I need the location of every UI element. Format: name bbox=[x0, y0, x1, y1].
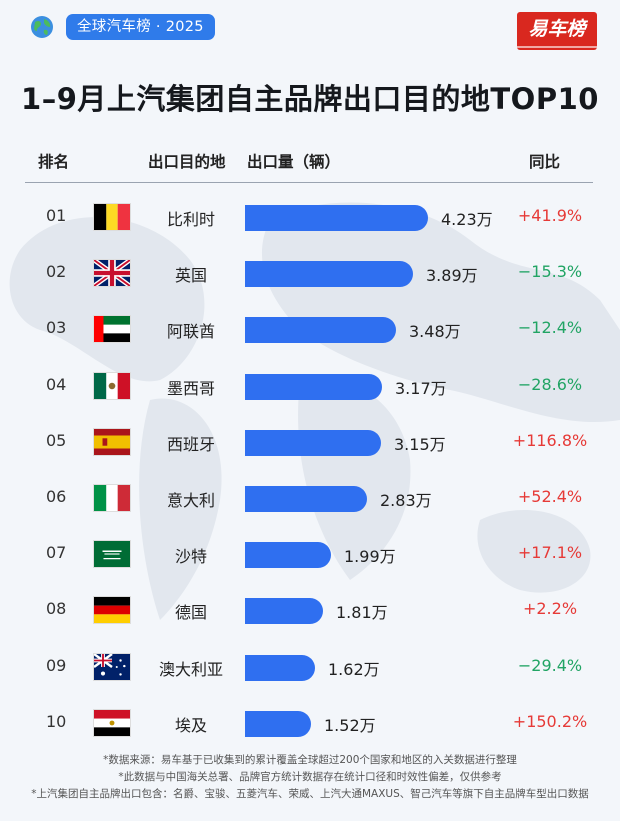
header-yoy: 同比 bbox=[529, 153, 561, 171]
value-label: 2.83万 bbox=[380, 491, 432, 510]
rank-number: 07 bbox=[46, 543, 67, 562]
rank-number: 05 bbox=[46, 431, 67, 450]
italy-flag-icon bbox=[93, 484, 131, 512]
value-label: 3.89万 bbox=[426, 266, 478, 285]
globe-icon bbox=[31, 16, 53, 38]
export-volume-bar bbox=[245, 374, 382, 400]
table-row: 01 比利时 4.23万 +41.9% bbox=[0, 198, 620, 238]
germany-flag-icon bbox=[93, 596, 131, 624]
egypt-flag-icon bbox=[93, 709, 131, 737]
export-volume-bar bbox=[245, 261, 413, 287]
country-name: 英国 bbox=[174, 266, 207, 285]
footnote-brands: *上汽集团自主品牌出口包含：名爵、宝骏、五菱汽车、荣威、上汽大通MAXUS、智己… bbox=[31, 788, 589, 800]
country-name: 澳大利亚 bbox=[158, 660, 223, 679]
rank-number: 06 bbox=[46, 487, 67, 506]
yoy-change: +52.4% bbox=[517, 487, 583, 506]
value-label: 1.52万 bbox=[324, 716, 376, 735]
footnote-disclaimer: *此数据与中国海关总署、品牌官方统计数据存在统计口径和时效性偏差，仅供参考 bbox=[118, 771, 502, 783]
logo-underline bbox=[517, 46, 597, 48]
export-volume-bar bbox=[245, 430, 381, 456]
country-name: 意大利 bbox=[166, 491, 215, 510]
header-volume: 出口量（辆） bbox=[247, 153, 341, 171]
value-label: 1.99万 bbox=[344, 547, 396, 566]
export-volume-bar bbox=[245, 542, 331, 568]
country-name: 埃及 bbox=[174, 716, 207, 735]
value-label: 3.17万 bbox=[395, 379, 447, 398]
uae-flag-icon bbox=[93, 315, 131, 343]
rank-number: 10 bbox=[46, 712, 67, 731]
yoy-change: +116.8% bbox=[512, 431, 588, 450]
country-name: 沙特 bbox=[174, 547, 207, 566]
country-name: 德国 bbox=[174, 603, 207, 622]
australia-flag-icon bbox=[93, 653, 131, 681]
table-row: 08 德国 1.81万 +2.2% bbox=[0, 591, 620, 631]
header-rank: 排名 bbox=[38, 153, 70, 171]
brand-logo-text: 易车榜 bbox=[528, 18, 586, 40]
yoy-change: −29.4% bbox=[517, 656, 583, 675]
rank-number: 09 bbox=[46, 656, 67, 675]
yoy-change: −12.4% bbox=[517, 318, 583, 337]
table-row: 07 沙特 1.99万 +17.1% bbox=[0, 535, 620, 575]
rank-number: 01 bbox=[46, 206, 67, 225]
yoy-change: −28.6% bbox=[517, 375, 583, 394]
brand-logo: 易车榜 bbox=[517, 12, 597, 50]
export-volume-bar bbox=[245, 711, 311, 737]
rank-number: 04 bbox=[46, 375, 67, 394]
spain-flag-icon bbox=[93, 428, 131, 456]
rank-number: 08 bbox=[46, 599, 67, 618]
table-row: 09 澳大利亚 1.62万 −29.4% bbox=[0, 648, 620, 688]
footnote-source: *数据来源：易车基于已收集到的累计覆盖全球超过200个国家和地区的入关数据进行整… bbox=[103, 754, 517, 766]
export-volume-bar bbox=[245, 655, 315, 681]
yoy-change: +150.2% bbox=[512, 712, 588, 731]
table-row: 10 埃及 1.52万 +150.2% bbox=[0, 704, 620, 744]
export-volume-bar bbox=[245, 486, 367, 512]
country-name: 比利时 bbox=[166, 210, 215, 229]
header-divider bbox=[25, 182, 593, 183]
yoy-change: +41.9% bbox=[517, 206, 583, 225]
rank-number: 03 bbox=[46, 318, 67, 337]
table-row: 02 英国 3.89万 −15.3% bbox=[0, 254, 620, 294]
table-row: 05 西班牙 3.15万 +116.8% bbox=[0, 423, 620, 463]
rank-number: 02 bbox=[46, 262, 67, 281]
page-title: 1–9月上汽集团自主品牌出口目的地TOP10 bbox=[21, 82, 599, 116]
country-name: 墨西哥 bbox=[166, 379, 215, 398]
export-volume-bar bbox=[245, 205, 428, 231]
uk-flag-icon bbox=[93, 259, 131, 287]
yoy-change: −15.3% bbox=[517, 262, 583, 281]
yoy-change: +17.1% bbox=[517, 543, 583, 562]
table-row: 06 意大利 2.83万 +52.4% bbox=[0, 479, 620, 519]
yoy-change: +2.2% bbox=[522, 599, 578, 618]
value-label: 1.62万 bbox=[328, 660, 380, 679]
footnotes: *数据来源：易车基于已收集到的累计覆盖全球超过200个国家和地区的入关数据进行整… bbox=[0, 752, 620, 803]
table-row: 04 墨西哥 3.17万 −28.6% bbox=[0, 367, 620, 407]
value-label: 4.23万 bbox=[441, 210, 493, 229]
value-label: 3.15万 bbox=[394, 435, 446, 454]
list-badge: 全球汽车榜 · 2025 bbox=[66, 14, 215, 40]
header-destination: 出口目的地 bbox=[148, 153, 226, 171]
header-bar: 全球汽车榜 · 2025 bbox=[30, 12, 215, 42]
country-name: 西班牙 bbox=[166, 435, 215, 454]
belgium-flag-icon bbox=[93, 203, 131, 231]
value-label: 1.81万 bbox=[336, 603, 388, 622]
saudi-flag-icon bbox=[93, 540, 131, 568]
mexico-flag-icon bbox=[93, 372, 131, 400]
value-label: 3.48万 bbox=[409, 322, 461, 341]
export-volume-bar bbox=[245, 317, 396, 343]
country-name: 阿联酋 bbox=[166, 322, 215, 341]
table-row: 03 阿联酋 3.48万 −12.4% bbox=[0, 310, 620, 350]
export-volume-bar bbox=[245, 598, 323, 624]
